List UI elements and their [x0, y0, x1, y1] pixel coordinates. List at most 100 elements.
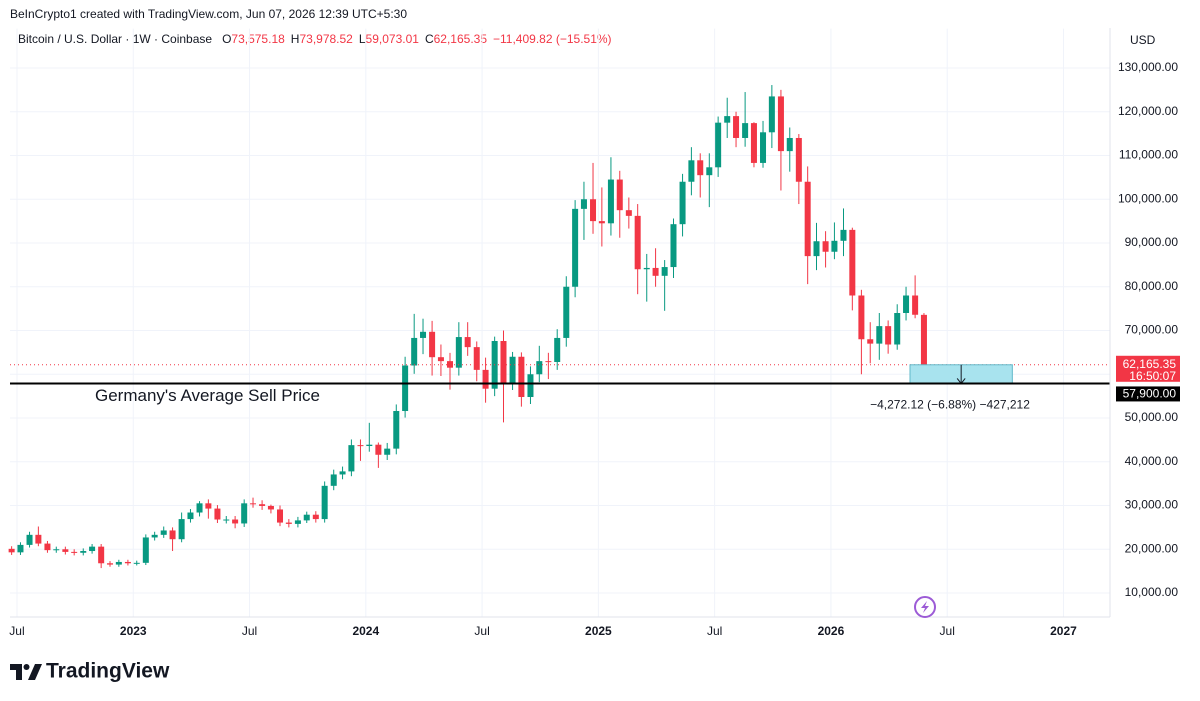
- candle-body: [178, 519, 185, 540]
- brand-logo: [10, 664, 42, 680]
- candle-body: [294, 520, 301, 524]
- candle-body: [98, 546, 105, 564]
- y-tick-label: 120,000.00: [1118, 104, 1178, 118]
- candle-body: [53, 549, 60, 551]
- legend: Bitcoin / U.S. Dollar · 1W · Coinbase O73…: [18, 32, 612, 46]
- candle-body: [670, 224, 677, 268]
- x-tick-label: Jul: [707, 624, 722, 638]
- candle-body: [151, 534, 158, 538]
- candle-body: [849, 229, 856, 296]
- y-tick-label: 70,000.00: [1125, 323, 1179, 337]
- y-tick-label: 100,000.00: [1118, 191, 1178, 205]
- candle-body: [330, 474, 337, 486]
- candle-body: [464, 337, 471, 348]
- candle-body: [527, 374, 534, 398]
- legend-value: 73,978.52: [299, 32, 353, 46]
- candle-body: [661, 267, 668, 276]
- candle-body: [71, 551, 78, 553]
- x-tick-label: 2026: [818, 624, 845, 638]
- logo-mark: [10, 664, 22, 680]
- candle-body: [822, 241, 829, 252]
- candle-body: [187, 512, 194, 520]
- grid: [10, 28, 1110, 617]
- legend-key: C: [425, 32, 434, 46]
- y-tick-label: 20,000.00: [1125, 541, 1179, 555]
- candle-body: [885, 326, 892, 345]
- candle-body: [276, 509, 284, 523]
- candle-body: [643, 267, 650, 270]
- candle-body: [267, 505, 274, 510]
- candle-body: [733, 116, 740, 138]
- candle-body: [625, 210, 632, 216]
- candle-body: [115, 561, 122, 565]
- candle-body: [876, 326, 883, 344]
- candle-body: [867, 339, 874, 344]
- candle-body: [420, 331, 427, 338]
- overlay: −4,272.12 (−6.88%) −427,212 Germany's Ave…: [10, 364, 1110, 412]
- candle-body: [795, 137, 802, 182]
- y-tick-label: 50,000.00: [1125, 410, 1179, 424]
- candle-body: [688, 160, 695, 182]
- x-tick-label: 2027: [1050, 624, 1077, 638]
- candle-body: [259, 504, 266, 506]
- candle-body: [563, 286, 570, 338]
- candle-body: [223, 519, 230, 521]
- y-tick-label: 10,000.00: [1125, 585, 1179, 599]
- candle-body: [393, 411, 400, 449]
- currency: USD: [1130, 33, 1156, 47]
- lightning-icon: [914, 596, 936, 618]
- candle-body: [402, 365, 409, 412]
- candle-body: [160, 530, 167, 535]
- candle-body: [652, 267, 659, 276]
- candle-body: [920, 314, 927, 365]
- candle-body: [598, 221, 605, 224]
- candle-body: [35, 534, 42, 544]
- candle-body: [742, 123, 749, 138]
- candle-body: [17, 544, 24, 553]
- candle-body: [339, 471, 346, 475]
- candle-body: [366, 444, 373, 447]
- legend-value: 73,575.18: [231, 32, 285, 46]
- logo-mark: [28, 664, 42, 680]
- candle-body: [706, 167, 713, 176]
- candle-body: [133, 562, 140, 564]
- horizontal-line-tag: [1116, 386, 1180, 402]
- candle-body: [241, 503, 248, 524]
- legend-value: 62,165.35: [434, 32, 488, 46]
- candle-body: [840, 229, 847, 241]
- y-tick-label: 130,000.00: [1118, 60, 1178, 74]
- x-tick-label: Jul: [9, 624, 24, 638]
- x-tick-label: Jul: [940, 624, 955, 638]
- candle-body: [321, 485, 328, 520]
- legend-value: 59,073.01: [366, 32, 420, 46]
- candle-body: [89, 546, 96, 552]
- legend-key: O: [222, 32, 231, 46]
- y-tick-label: 80,000.00: [1125, 279, 1179, 293]
- candle-body: [482, 369, 489, 389]
- candle-body: [232, 519, 239, 524]
- candle-body: [616, 179, 623, 211]
- candle-body: [455, 337, 462, 368]
- candle-body: [437, 357, 444, 362]
- candle-body: [429, 331, 436, 358]
- x-tick-label: Jul: [474, 624, 489, 638]
- attribution: BeInCrypto1 created with TradingView.com…: [10, 7, 407, 21]
- candle-body: [8, 548, 15, 553]
- candle-body: [679, 181, 686, 225]
- candle-body: [303, 514, 310, 521]
- brand-name: TradingView: [46, 660, 170, 683]
- candle-body: [500, 341, 507, 383]
- x-tick-label: 2023: [120, 624, 147, 638]
- candle-body: [777, 96, 784, 152]
- candle-body: [80, 551, 87, 553]
- legend-key: H: [291, 32, 300, 46]
- candle-body: [634, 215, 641, 270]
- x-tick-label: 2025: [585, 624, 612, 638]
- candle-body: [786, 137, 793, 152]
- x-tick-label: Jul: [242, 624, 257, 638]
- candle-body: [509, 356, 516, 383]
- x-tick-label: 2024: [352, 624, 379, 638]
- last-price-tag: [1116, 355, 1180, 382]
